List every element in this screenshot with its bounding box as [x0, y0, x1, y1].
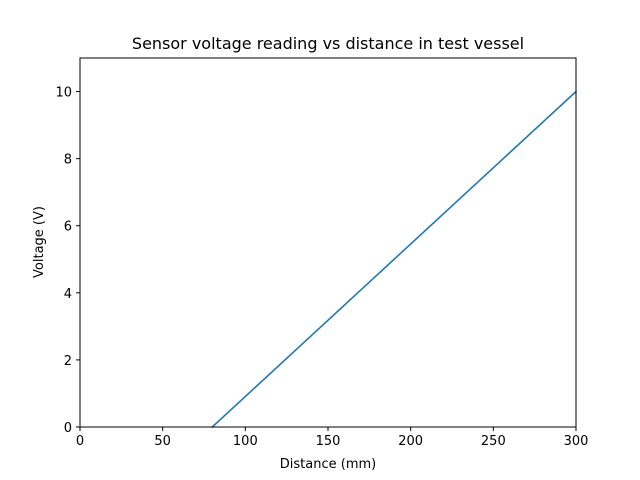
x-tick-label: 150 — [316, 434, 341, 449]
y-tick-label: 6 — [64, 220, 72, 235]
x-tick-label: 0 — [76, 434, 84, 449]
x-tick-label: 50 — [154, 434, 171, 449]
x-axis-label: Distance (mm) — [280, 457, 376, 472]
x-tick-label: 100 — [233, 434, 258, 449]
x-tick-label: 300 — [564, 434, 589, 449]
y-axis: 0 2 4 6 8 10 — [55, 86, 80, 436]
series-layer — [211, 90, 578, 429]
y-tick-label: 10 — [55, 86, 72, 101]
y-tick-label: 2 — [64, 354, 72, 369]
x-axis: 0 50 100 150 200 250 300 — [76, 427, 589, 449]
plot-area — [79, 57, 578, 429]
plot-frame — [79, 57, 577, 428]
series-line — [211, 90, 578, 429]
y-tick-label: 4 — [64, 287, 72, 302]
y-tick-label: 0 — [64, 421, 72, 436]
chart-title: Sensor voltage reading vs distance in te… — [132, 34, 524, 53]
y-tick-label: 8 — [64, 153, 72, 168]
y-axis-label: Voltage (V) — [32, 206, 47, 278]
x-tick-label: 250 — [481, 434, 506, 449]
x-tick-label: 200 — [398, 434, 423, 449]
